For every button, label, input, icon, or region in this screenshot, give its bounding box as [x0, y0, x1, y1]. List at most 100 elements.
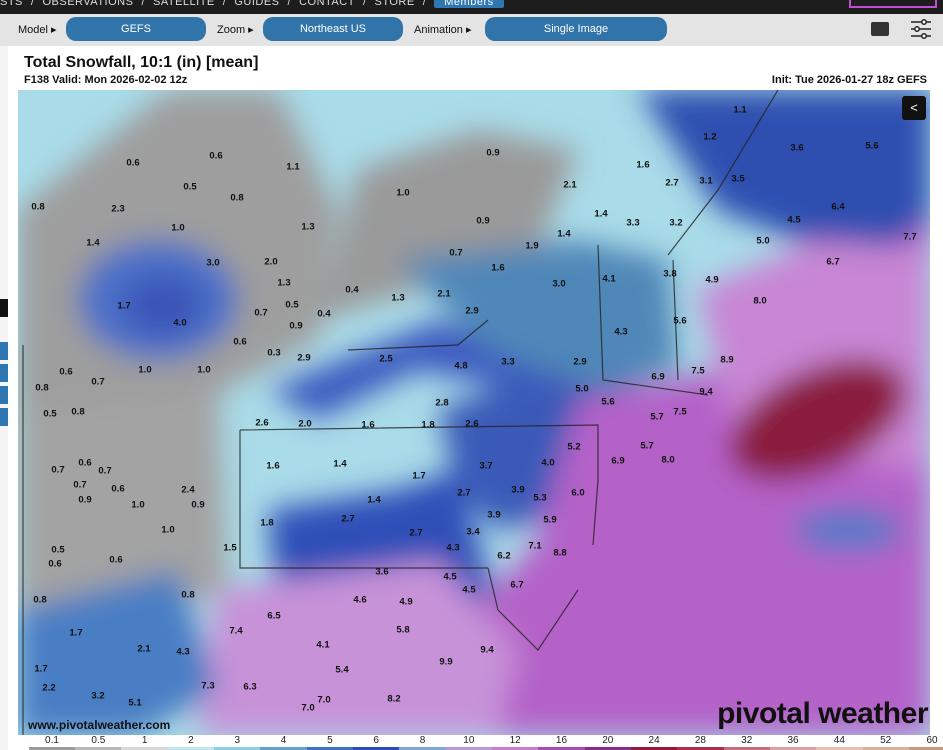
sidebar-tab[interactable] [0, 299, 8, 317]
snowfall-value-label: 5.6 [601, 396, 615, 408]
colorbar-swatch [630, 747, 678, 750]
snowfall-value-label: 0.9 [486, 147, 500, 159]
colorbar-tick-label: 28 [694, 735, 706, 746]
snowfall-value-label: 1.6 [266, 460, 280, 472]
colorbar-tick-label: 3 [234, 735, 241, 746]
valid-time: F138 Valid: Mon 2026-02-02 12z [24, 74, 188, 86]
snowfall-value-label: 1.4 [86, 237, 100, 249]
colorbar-tick-label: 24 [648, 735, 660, 746]
snowfall-value-label: 0.6 [109, 554, 123, 566]
snowfall-value-label: 1.7 [117, 300, 131, 312]
nav-link[interactable]: SATELLITE [153, 0, 215, 8]
snowfall-value-label: 4.3 [446, 542, 460, 554]
snowfall-value-label: 0.5 [285, 299, 299, 311]
snowfall-value-label: 3.9 [511, 484, 525, 496]
toolbar: Model ▸ GEFS Zoom ▸ Northeast US Animati… [0, 14, 943, 46]
snowfall-value-label: 5.2 [567, 441, 581, 453]
snowfall-value-label: 4.5 [443, 571, 457, 583]
snowfall-value-label: 9.9 [439, 656, 453, 668]
snowfall-map[interactable]: 1.1 1.2 3.6 5.6 1.6 2.7 3.1 3.5 0.6 0.6 1.1 0.9 1.0 2… [18, 90, 930, 735]
snowfall-value-label: 0.9 [78, 494, 92, 506]
keyboard-icon[interactable] [871, 22, 889, 36]
sidebar-tab[interactable] [0, 342, 8, 360]
sidebar-tab[interactable] [0, 386, 8, 404]
share-icon[interactable]: < [902, 96, 926, 120]
snowfall-value-label: 7.5 [673, 406, 687, 418]
snowfall-value-label: 2.4 [181, 484, 195, 496]
zoom-label: Zoom ▸ [217, 24, 254, 36]
colorbar-swatch [723, 747, 770, 750]
colorbar-swatch [399, 747, 446, 750]
snowfall-value-label: 3.5 [731, 173, 745, 185]
nav-link[interactable]: STORE [374, 0, 415, 8]
snowfall-value-label: 5.6 [865, 140, 879, 152]
snowfall-value-label: 4.5 [787, 214, 801, 226]
snowfall-value-label: 0.6 [209, 150, 223, 162]
snowfall-value-label: 1.5 [223, 542, 237, 554]
colorbar-legend: 0.1 0.5 1 2 3 4 5 6 8 10 12 16 20 24 28 32 36 44 52 60 [18, 735, 943, 750]
snowfall-value-label: 1.0 [131, 499, 145, 511]
snowfall-value-label: 6.7 [510, 579, 524, 591]
colorbar-tick-label: 32 [741, 735, 753, 746]
snowfall-value-label: 0.6 [78, 457, 92, 469]
nav-link[interactable]: GUIDES [234, 0, 280, 8]
snowfall-value-label: 4.3 [614, 326, 628, 338]
nav-separator: / [287, 0, 292, 8]
nav-link[interactable]: OBSERVATIONS [42, 0, 134, 8]
snowfall-value-label: 0.9 [289, 320, 303, 332]
snowfall-value-label: 1.6 [361, 419, 375, 431]
snowfall-value-label: 5.0 [756, 235, 770, 247]
snowfall-value-label: 0.3 [267, 347, 281, 359]
snowfall-value-label: 8.9 [720, 354, 734, 366]
snowfall-value-label: 4.1 [316, 639, 330, 651]
snowfall-value-label: 4.8 [454, 360, 468, 372]
snowfall-value-label: 1.1 [733, 104, 747, 116]
colorbar-tick-label: 8 [419, 735, 426, 746]
nav-link[interactable]: STS [0, 0, 23, 8]
snowfall-value-label: 0.5 [43, 408, 57, 420]
snowfall-value-label: 2.9 [297, 352, 311, 364]
animation-select[interactable]: Single Image [485, 17, 667, 41]
snowfall-value-label: 1.0 [197, 364, 211, 376]
snowfall-contours [18, 90, 930, 735]
animation-label: Animation ▸ [414, 24, 472, 36]
snowfall-value-label: 0.6 [126, 157, 140, 169]
snowfall-value-label: 3.2 [669, 217, 683, 229]
sliders-icon[interactable] [910, 19, 932, 39]
model-select[interactable]: GEFS [66, 17, 206, 41]
colorbar-tick-label: 52 [880, 735, 892, 746]
top-navigation: STS / OBSERVATIONS / SATELLITE / GUIDES / CONTAC… [0, 0, 943, 14]
snowfall-value-label: 5.7 [650, 411, 664, 423]
snowfall-value-label: 1.6 [636, 159, 650, 171]
pivotal-weather-logo: pivotal weather [717, 697, 928, 730]
account-button[interactable] [849, 0, 937, 8]
snowfall-value-label: 1.4 [557, 228, 571, 240]
snowfall-value-label: 2.3 [111, 203, 125, 215]
nav-separator: / [222, 0, 227, 8]
snowfall-value-label: 0.9 [191, 499, 205, 511]
colorbar-tick-label: 12 [509, 735, 521, 746]
snowfall-value-label: 1.8 [421, 419, 435, 431]
colorbar-tick-label: 4 [280, 735, 287, 746]
snowfall-value-label: 2.0 [264, 256, 278, 268]
sidebar-tab[interactable] [0, 408, 8, 426]
colorbar-swatch [214, 747, 261, 750]
snowfall-value-label: 3.1 [699, 175, 713, 187]
snowfall-value-label: 0.7 [51, 464, 65, 476]
snowfall-value-label: 5.3 [533, 492, 547, 504]
snowfall-value-label: 0.4 [317, 308, 331, 320]
snowfall-value-label: 0.7 [91, 376, 105, 388]
snowfall-value-label: 3.3 [626, 217, 640, 229]
snowfall-value-label: 3.0 [552, 278, 566, 290]
snowfall-value-label: 1.7 [412, 470, 426, 482]
snowfall-value-label: 2.2 [42, 682, 56, 694]
snowfall-value-label: 2.7 [341, 513, 355, 525]
snowfall-value-label: 6.2 [497, 550, 511, 562]
zoom-select[interactable]: Northeast US [263, 17, 403, 41]
nav-members[interactable]: Members [434, 0, 504, 8]
snowfall-value-label: 4.9 [705, 274, 719, 286]
sidebar-tab[interactable] [0, 364, 8, 382]
snowfall-value-label: 1.3 [301, 221, 315, 233]
nav-link[interactable]: CONTACT [299, 0, 355, 8]
snowfall-value-label: 7.7 [903, 231, 917, 243]
